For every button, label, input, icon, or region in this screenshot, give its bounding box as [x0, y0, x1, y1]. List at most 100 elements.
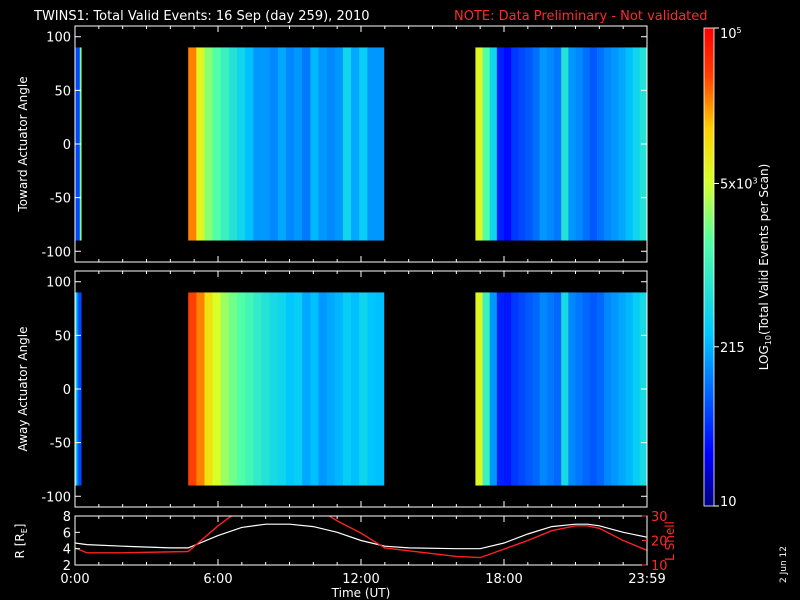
toward-cell: [253, 47, 263, 241]
toward-cell: [310, 47, 320, 241]
away-cell: [367, 292, 377, 486]
toward-y-ticks: 100 50 0 -50 -100: [41, 31, 647, 260]
away-cell: [261, 292, 271, 486]
toward-ylabel: Toward Actuator Angle: [16, 76, 30, 212]
toward-cell: [582, 47, 591, 241]
toward-cell: [269, 47, 279, 241]
toward-cell: [342, 47, 352, 241]
toward-heatmap: [75, 47, 647, 241]
toward-cell: [367, 47, 377, 241]
toward-cell: [188, 47, 197, 241]
chart-title: TWINS1: Total Valid Events: 16 Sep (day …: [33, 9, 370, 24]
orbit-panel: 86 42 30 20 10 0:00 6:00 12:00 18:00 23:59 R [R…: [13, 26, 677, 600]
away-cell: [596, 292, 605, 486]
away-cell: [277, 292, 287, 486]
away-cell: [589, 292, 598, 486]
away-cell: [618, 292, 627, 486]
x-tick-label: 6:00: [203, 572, 232, 587]
time-x-ticks: 0:00 6:00 12:00 18:00 23:59: [60, 26, 666, 587]
toward-cell: [504, 47, 512, 241]
x-tick-label: 0:00: [60, 572, 89, 587]
away-cell: [302, 292, 311, 486]
away-heatmap: [75, 292, 647, 486]
toward-cell: [618, 47, 627, 241]
colorbar-tick-exp: 3: [753, 176, 758, 185]
lshell-tick-label: 10: [651, 559, 668, 574]
away-cell: [196, 292, 206, 486]
toward-cell: [518, 47, 527, 241]
toward-cell: [318, 47, 328, 241]
away-cell: [188, 292, 197, 486]
away-cell: [351, 292, 360, 486]
toward-cell: [611, 47, 619, 241]
away-cell: [285, 292, 295, 486]
y-tick-label: 100: [46, 276, 71, 291]
toward-cell: [482, 47, 491, 241]
toward-cell: [596, 47, 605, 241]
away-cell: [532, 292, 541, 486]
away-cell: [269, 292, 279, 486]
away-ylabel: Away Actuator Angle: [16, 326, 30, 451]
radius-ylabel-close: ]: [13, 524, 27, 529]
toward-panel: 100 50 0 -50 -100 Toward Actuator Angle: [16, 25, 648, 263]
y-tick-label: -50: [50, 192, 71, 207]
away-cell: [220, 292, 230, 486]
away-cell: [575, 292, 584, 486]
colorbar-ticks: 10 215 5x103 105: [714, 26, 758, 510]
away-cell: [475, 292, 484, 486]
toward-cell: [294, 47, 303, 241]
away-y-ticks: 100 50 0 -50 -100: [41, 276, 647, 505]
colorbar-label-rest: (Total Valid Events per Scan): [757, 164, 771, 335]
away-cell: [604, 292, 612, 486]
y-tick-label: -50: [50, 437, 71, 452]
colorbar-tick-exp: 5: [737, 26, 742, 35]
colorbar-label-sub: 10: [764, 335, 773, 345]
colorbar-tick-label: 5x103: [720, 176, 758, 192]
away-cell: [228, 292, 238, 486]
y-tick-label: 100: [46, 31, 71, 46]
date-stamp: 2 Jun 12: [779, 546, 789, 583]
toward-cell: [539, 47, 548, 241]
toward-cell: [546, 47, 555, 241]
y-tick-label: 50: [54, 84, 71, 99]
away-cell: [342, 292, 352, 486]
colorbar-label: LOG10(Total Valid Events per Scan): [757, 164, 773, 371]
toward-cell: [285, 47, 295, 241]
colorbar-tick-base: 10: [720, 495, 737, 510]
colorbar-tick-label: 105: [720, 26, 742, 42]
toward-cell: [212, 47, 222, 241]
radius-ylabel: R [RE]: [13, 524, 29, 559]
y-tick-label: 0: [63, 138, 71, 153]
y-tick-label: 0: [63, 383, 71, 398]
away-cell: [204, 292, 214, 486]
away-panel: 100 50 0 -50 -100 Away Actuator Angle: [16, 270, 648, 508]
toward-cell: [604, 47, 612, 241]
toward-cell: [475, 47, 484, 241]
toward-cell: [351, 47, 360, 241]
lshell-ylabel: L Shell: [663, 521, 677, 561]
away-cell: [632, 292, 641, 486]
toward-cell: [496, 47, 505, 241]
toward-cell: [554, 47, 562, 241]
toward-cell: [261, 47, 271, 241]
away-cell: [611, 292, 619, 486]
lshell-line: [75, 516, 647, 559]
toward-cell: [489, 47, 498, 241]
away-cell: [253, 292, 263, 486]
away-cell: [375, 292, 385, 486]
toward-cell: [525, 47, 534, 241]
away-cell: [625, 292, 634, 486]
toward-cell: [237, 47, 246, 241]
away-cell: [359, 292, 368, 486]
toward-cell: [204, 47, 214, 241]
away-cell: [489, 292, 498, 486]
away-cell: [482, 292, 491, 486]
toward-cell: [334, 47, 344, 241]
away-cell: [326, 292, 336, 486]
away-cell: [554, 292, 562, 486]
colorbar-tick-label: 215: [720, 341, 745, 356]
away-cell: [245, 292, 254, 486]
away-cell: [511, 292, 519, 486]
time-xlabel: Time (UT): [331, 586, 391, 600]
